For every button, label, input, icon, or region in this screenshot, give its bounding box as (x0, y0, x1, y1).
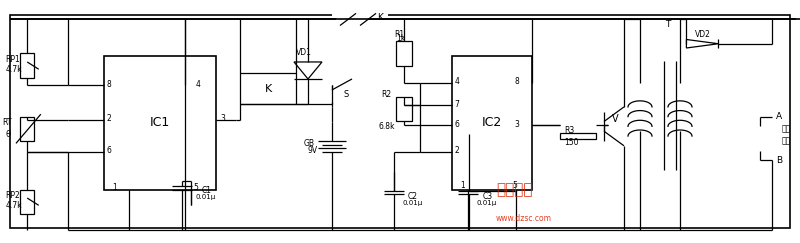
Text: 8: 8 (106, 79, 111, 89)
Text: 放电: 放电 (782, 124, 791, 133)
Bar (332, 10, 388, 29)
Text: 0.01μ: 0.01μ (477, 200, 497, 206)
Text: R3: R3 (564, 125, 574, 135)
Bar (396, 97, 412, 122)
Text: 0.01μ: 0.01μ (196, 194, 216, 200)
Text: B: B (776, 156, 782, 165)
Bar (240, 73, 296, 104)
Text: K: K (378, 12, 383, 22)
Bar (10, 15, 790, 228)
Text: V: V (612, 114, 618, 124)
Text: 1: 1 (460, 181, 465, 191)
Text: GB: GB (304, 139, 315, 148)
Text: 8: 8 (514, 77, 519, 86)
Text: C1: C1 (202, 186, 211, 195)
Text: K: K (264, 84, 272, 94)
Text: 4.7k: 4.7k (6, 65, 22, 74)
Text: RP2: RP2 (6, 191, 20, 200)
Text: 3: 3 (220, 114, 225, 123)
Text: θ: θ (6, 130, 10, 139)
Text: 2: 2 (106, 114, 111, 123)
Text: 0.01μ: 0.01μ (402, 200, 422, 206)
Bar (20, 190, 34, 214)
Text: VD2: VD2 (694, 29, 710, 39)
Text: S: S (344, 90, 350, 99)
Text: C2: C2 (408, 192, 418, 201)
Text: 2: 2 (454, 146, 459, 156)
Text: 6: 6 (106, 146, 111, 156)
Text: 4: 4 (454, 77, 459, 86)
Bar (104, 56, 216, 190)
Text: IC2: IC2 (482, 116, 502, 129)
Text: 维库一下: 维库一下 (496, 182, 533, 197)
Text: 4: 4 (196, 79, 201, 89)
Text: C3: C3 (482, 192, 493, 201)
Text: R2: R2 (382, 90, 392, 99)
Text: 5: 5 (194, 182, 198, 192)
Text: 150: 150 (564, 138, 578, 147)
Text: 7: 7 (454, 100, 459, 109)
Bar (20, 117, 34, 141)
Text: VD1: VD1 (296, 48, 312, 57)
Text: www.dzsc.com: www.dzsc.com (496, 214, 552, 223)
Text: 1k: 1k (396, 34, 406, 43)
Text: 9V: 9V (308, 146, 318, 155)
Polygon shape (294, 62, 322, 79)
Text: RP1: RP1 (6, 55, 20, 64)
Bar (452, 56, 532, 190)
Text: 6: 6 (454, 120, 459, 129)
Text: IC1: IC1 (150, 116, 170, 129)
Text: 电极: 电极 (782, 136, 791, 146)
Text: RT: RT (2, 118, 12, 127)
Polygon shape (686, 40, 718, 48)
Text: A: A (776, 112, 782, 121)
Text: 3: 3 (514, 120, 519, 129)
Text: 5: 5 (512, 181, 517, 191)
Bar (560, 133, 596, 139)
Text: 6.8k: 6.8k (378, 122, 395, 131)
Bar (20, 53, 34, 78)
Text: T: T (666, 20, 670, 29)
Bar (396, 41, 412, 66)
Text: 4.7k: 4.7k (6, 201, 22, 210)
Text: R1: R1 (394, 29, 405, 39)
Text: 1: 1 (112, 182, 117, 192)
